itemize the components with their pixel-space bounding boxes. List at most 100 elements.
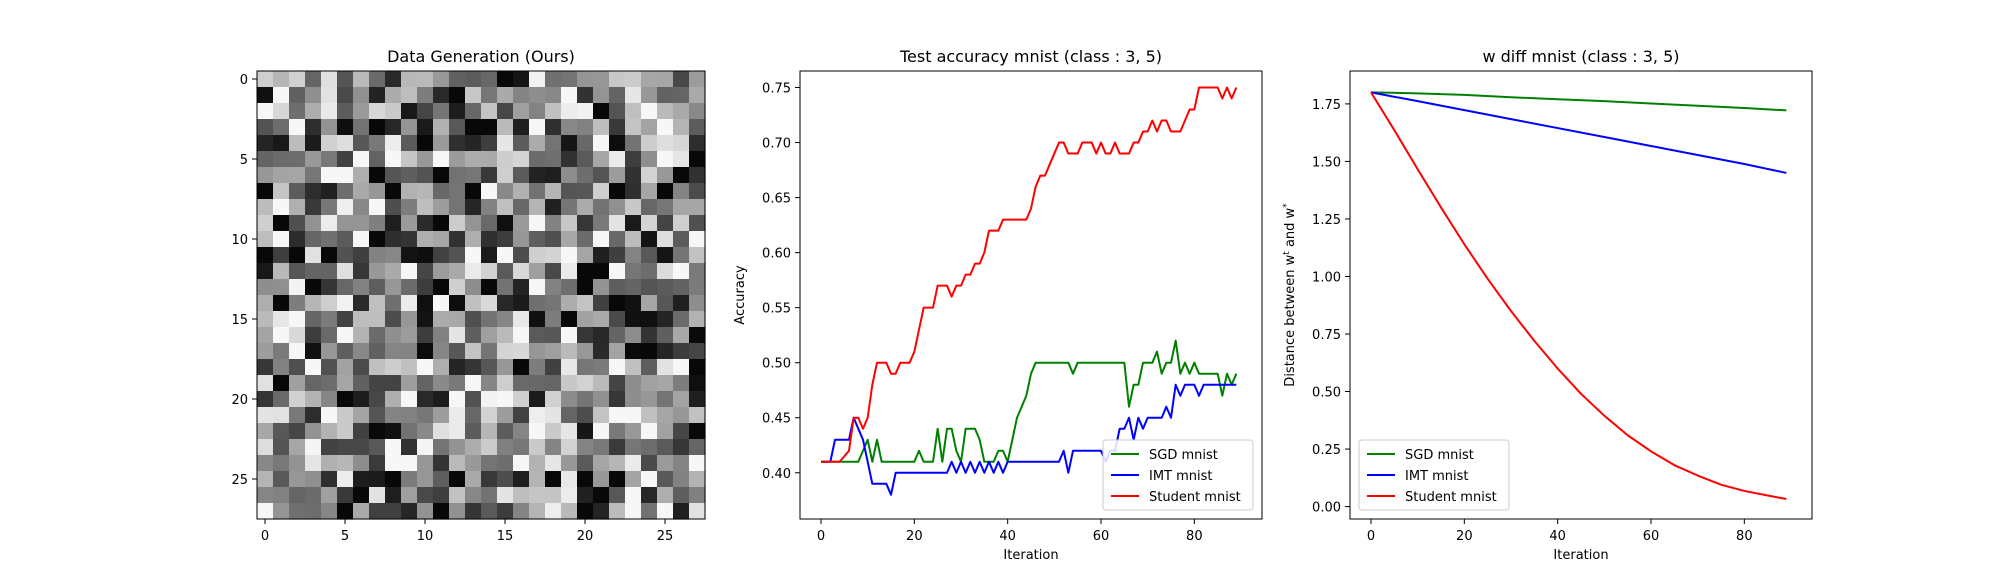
heatmap-cell bbox=[593, 279, 610, 296]
heatmap-cell bbox=[337, 311, 354, 328]
heatmap-cell bbox=[641, 151, 658, 168]
heatmap-cell bbox=[401, 119, 418, 136]
heatmap-cell bbox=[689, 375, 706, 392]
heatmap-cell bbox=[513, 375, 530, 392]
heatmap-cell bbox=[497, 167, 514, 184]
heatmap-cell bbox=[529, 375, 546, 392]
heatmap-cell bbox=[513, 471, 530, 488]
heatmap-cell bbox=[369, 455, 386, 472]
heatmap-ticks: 0 5 10 15 20 25 0 5 10 15 20 25 bbox=[231, 73, 673, 544]
heatmap-cell bbox=[273, 71, 290, 88]
heatmap-cell bbox=[561, 183, 578, 200]
heatmap-cell bbox=[689, 455, 706, 472]
heatmap-cell bbox=[513, 231, 530, 248]
heatmap-cell bbox=[369, 183, 386, 200]
heatmap-cell bbox=[305, 327, 322, 344]
heatmap-cell bbox=[689, 103, 706, 120]
heatmap-cell bbox=[593, 263, 610, 280]
heatmap-cell bbox=[641, 119, 658, 136]
heatmap-cell bbox=[529, 359, 546, 376]
heatmap-cell bbox=[449, 167, 466, 184]
x-tick-label: 10 bbox=[417, 529, 434, 544]
heatmap-cell bbox=[625, 87, 642, 104]
heatmap-cell bbox=[353, 103, 370, 120]
heatmap-cell bbox=[385, 327, 402, 344]
heatmap-cell bbox=[625, 359, 642, 376]
heatmap-cell bbox=[273, 423, 290, 440]
wdiff-panel: w diff mnist (class : 3, 5) 0 20 40 60 80 0.0… bbox=[1282, 47, 1813, 563]
heatmap-cell bbox=[257, 103, 274, 120]
x-tick-label: 25 bbox=[657, 529, 674, 544]
heatmap-cell bbox=[353, 359, 370, 376]
heatmap-cell bbox=[257, 263, 274, 280]
heatmap-cell bbox=[321, 359, 338, 376]
heatmap-cell bbox=[385, 199, 402, 216]
heatmap-cell bbox=[273, 455, 290, 472]
heatmap-cell bbox=[257, 439, 274, 456]
heatmap-cell bbox=[257, 359, 274, 376]
heatmap-cell bbox=[433, 231, 450, 248]
heatmap-cell bbox=[689, 215, 706, 232]
heatmap-cell bbox=[337, 423, 354, 440]
heatmap-cell bbox=[401, 407, 418, 424]
heatmap-cell bbox=[561, 487, 578, 504]
heatmap-cell bbox=[673, 407, 690, 424]
heatmap-cell bbox=[465, 215, 482, 232]
heatmap-cell bbox=[305, 471, 322, 488]
wdiff-ylabel: Distance between wt and w* bbox=[1282, 203, 1298, 387]
heatmap-cell bbox=[257, 231, 274, 248]
heatmap-cell bbox=[513, 167, 530, 184]
y-tick-label: 1.50 bbox=[1312, 155, 1341, 170]
heatmap-cell bbox=[529, 487, 546, 504]
heatmap-cell bbox=[689, 87, 706, 104]
heatmap-cell bbox=[449, 503, 466, 520]
heatmap-cell bbox=[305, 375, 322, 392]
heatmap-cell bbox=[577, 103, 594, 120]
heatmap-cell bbox=[481, 135, 498, 152]
heatmap-cell bbox=[433, 375, 450, 392]
heatmap-cell bbox=[305, 119, 322, 136]
heatmap-cell bbox=[545, 391, 562, 408]
y-tick-label: 1.00 bbox=[1312, 270, 1341, 285]
heatmap-cell bbox=[497, 311, 514, 328]
heatmap-cell bbox=[289, 135, 306, 152]
heatmap-cell bbox=[289, 327, 306, 344]
heatmap-cell bbox=[385, 231, 402, 248]
heatmap-cell bbox=[321, 263, 338, 280]
heatmap-cell bbox=[545, 71, 562, 88]
heatmap-cell bbox=[321, 471, 338, 488]
heatmap-cell bbox=[673, 87, 690, 104]
heatmap-cell bbox=[513, 487, 530, 504]
heatmap-cell bbox=[497, 263, 514, 280]
heatmap-cell bbox=[561, 215, 578, 232]
heatmap-cell bbox=[545, 167, 562, 184]
heatmap-cell bbox=[529, 87, 546, 104]
heatmap-cell bbox=[609, 263, 626, 280]
heatmap-cell bbox=[401, 167, 418, 184]
heatmap-cell bbox=[337, 279, 354, 296]
heatmap-cell bbox=[433, 471, 450, 488]
heatmap-cell bbox=[449, 343, 466, 360]
heatmap-cell bbox=[609, 343, 626, 360]
heatmap-cell bbox=[593, 247, 610, 264]
heatmap-cell bbox=[321, 279, 338, 296]
heatmap-cell bbox=[369, 87, 386, 104]
heatmap-cell bbox=[305, 503, 322, 520]
heatmap-cell bbox=[385, 439, 402, 456]
heatmap-cell bbox=[545, 231, 562, 248]
heatmap-cell bbox=[449, 151, 466, 168]
heatmap-cell bbox=[417, 231, 434, 248]
heatmap-cell bbox=[625, 455, 642, 472]
heatmap-cell bbox=[673, 455, 690, 472]
y-tick-label: 0.55 bbox=[762, 302, 791, 317]
heatmap-cell bbox=[481, 215, 498, 232]
legend-label: SGD mnist bbox=[1405, 448, 1474, 463]
heatmap-cell bbox=[273, 199, 290, 216]
heatmap-cell bbox=[657, 71, 674, 88]
heatmap-cell bbox=[465, 295, 482, 312]
heatmap-cell bbox=[545, 455, 562, 472]
heatmap-cell bbox=[465, 119, 482, 136]
heatmap-cell bbox=[497, 151, 514, 168]
heatmap-cell bbox=[657, 295, 674, 312]
heatmap-cell bbox=[529, 455, 546, 472]
